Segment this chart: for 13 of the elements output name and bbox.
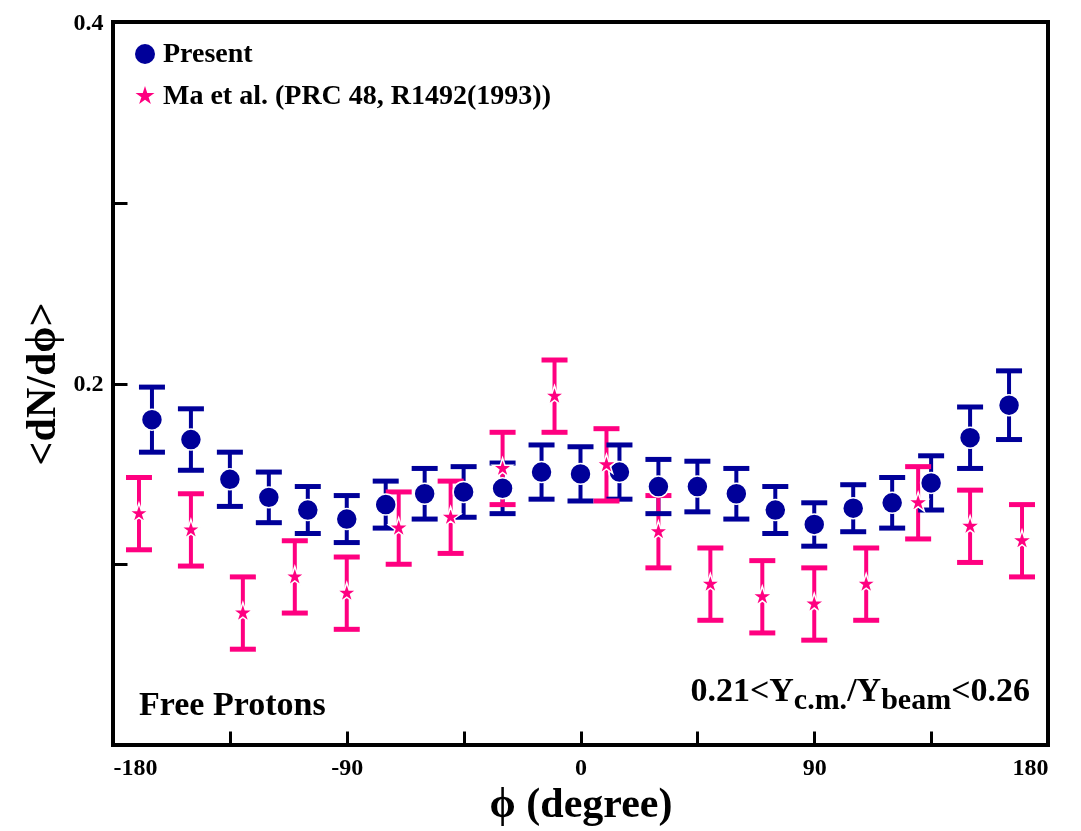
x-tick-label: -180 [113, 753, 158, 780]
x-tick-label: -90 [331, 753, 364, 780]
x-tick-label: 0 [575, 753, 587, 780]
x-tick-label: 180 [1012, 753, 1049, 780]
y-tick-label: 0.2 [73, 370, 104, 396]
annotation: Free Protons [139, 685, 326, 722]
annotation: 0.21<Y$_{c.m.}$/Y$_{beam}$<0.26 [690, 671, 1030, 715]
y-axis-title: <dN/dϕ> [17, 302, 64, 466]
legend-label: Ma et al. (PRC 48, R1492(1993)) [163, 79, 552, 110]
y-tick-label: 0.4 [73, 8, 104, 35]
legend-label: Present [163, 37, 254, 68]
x-axis-title: ϕ (degree) [489, 779, 673, 827]
x-tick-label: 90 [802, 753, 827, 780]
